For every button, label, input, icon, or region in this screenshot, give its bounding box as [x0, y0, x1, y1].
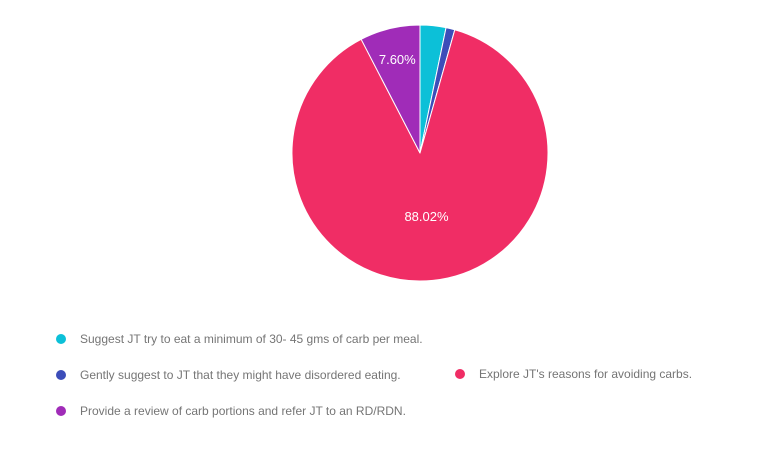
legend-swatch-icon [455, 369, 465, 379]
legend-item-explore-reasons: Explore JT's reasons for avoiding carbs. [455, 367, 692, 381]
legend-label: Provide a review of carb portions and re… [80, 404, 406, 418]
legend-swatch-icon [56, 334, 66, 344]
pie-slice-label: 88.02% [404, 209, 449, 224]
pie-slice-3[interactable] [360, 24, 421, 154]
legend-swatch-icon [56, 406, 66, 416]
pie-slice-label: 7.60% [379, 52, 416, 67]
legend-item-suggest-carb-minimum: Suggest JT try to eat a minimum of 30- 4… [56, 332, 423, 346]
legend-swatch-icon [56, 370, 66, 380]
legend-label: Suggest JT try to eat a minimum of 30- 4… [80, 332, 423, 346]
legend-label: Gently suggest to JT that they might hav… [80, 368, 401, 382]
pie-slice-2[interactable] [291, 29, 549, 282]
legend-item-disordered-eating: Gently suggest to JT that they might hav… [56, 368, 401, 382]
legend-item-review-portions: Provide a review of carb portions and re… [56, 404, 406, 418]
legend-label: Explore JT's reasons for avoiding carbs. [479, 367, 693, 381]
